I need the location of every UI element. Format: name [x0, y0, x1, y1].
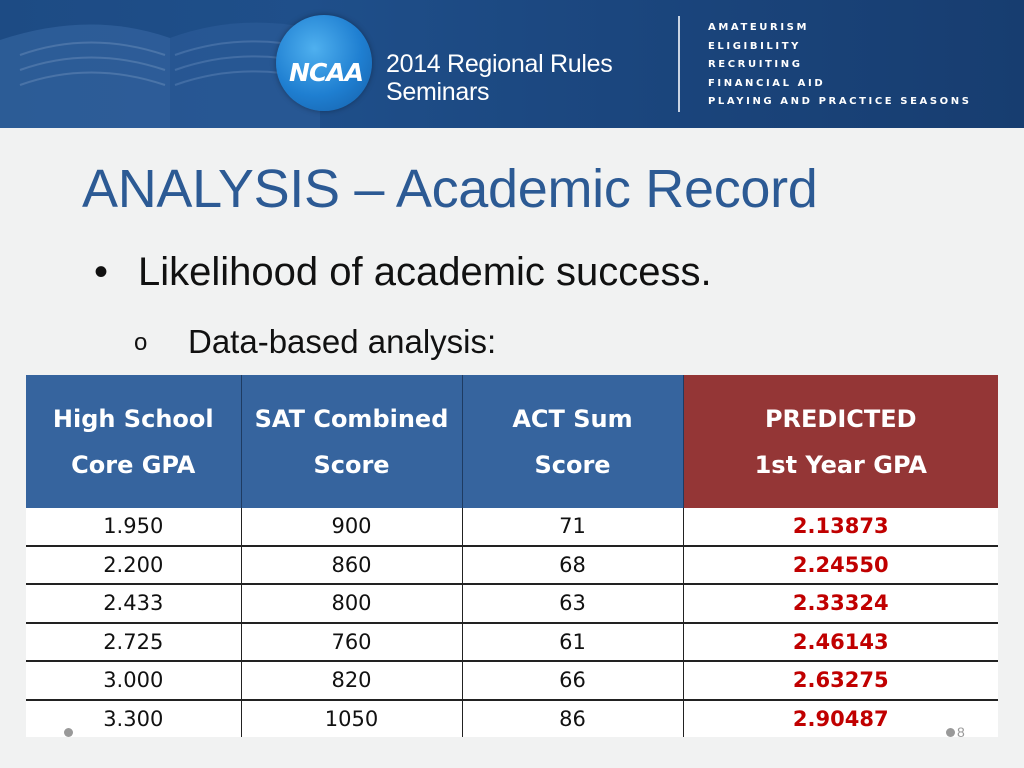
topic-list: AMATEURISM ELIGIBILITY RECRUITING FINANC… — [708, 19, 972, 112]
act-cell: 68 — [462, 545, 684, 585]
predicted-gpa-cell: 2.24550 — [683, 545, 998, 585]
sat-cell: 820 — [241, 661, 463, 701]
core-gpa-cell: 3.300 — [26, 699, 242, 737]
table-row: 2.725 760 61 2.46143 — [26, 622, 998, 662]
core-gpa-cell: 2.200 — [26, 545, 242, 585]
open-book-image — [0, 22, 320, 128]
ncaa-logo-disc — [276, 15, 372, 111]
footer-dot — [64, 728, 73, 737]
act-cell: 63 — [462, 584, 684, 624]
core-gpa-cell: 1.950 — [26, 508, 242, 547]
core-gpa-cell: 2.725 — [26, 622, 242, 662]
core-gpa-cell: 3.000 — [26, 661, 242, 701]
header-act-score: ACT Sum Score — [462, 375, 684, 508]
core-gpa-cell: 2.433 — [26, 584, 242, 624]
sat-cell: 1050 — [241, 699, 463, 737]
predicted-gpa-cell: 2.13873 — [683, 508, 998, 547]
seminar-title-line1: 2014 Regional Rules — [386, 50, 613, 78]
sat-cell: 860 — [241, 545, 463, 585]
predicted-gpa-cell: 2.33324 — [683, 584, 998, 624]
slide-title: ANALYSIS – Academic Record — [82, 159, 818, 219]
bullet-marker: • — [94, 250, 109, 294]
gpa-prediction-table: High School Core GPA SAT Combined Score … — [26, 375, 998, 737]
seminar-title: 2014 Regional Rules Seminars — [386, 50, 613, 106]
table-row: 3.000 820 66 2.63275 — [26, 661, 998, 701]
topic-item: PLAYING AND PRACTICE SEASONS — [708, 96, 972, 108]
table-row: 2.200 860 68 2.24550 — [26, 545, 998, 585]
sat-cell: 760 — [241, 622, 463, 662]
header-sat-score: SAT Combined Score — [241, 375, 463, 508]
sat-cell: 800 — [241, 584, 463, 624]
topic-item: AMATEURISM — [708, 22, 809, 33]
seminar-title-line2: Seminars — [386, 78, 490, 106]
ncaa-logo: NCAA — [289, 58, 364, 87]
sub-bullet-marker: o — [134, 329, 148, 356]
table-header-row: High School Core GPA SAT Combined Score … — [26, 375, 998, 508]
predicted-gpa-cell: 2.46143 — [683, 622, 998, 662]
topic-item: FINANCIAL AID — [708, 77, 826, 89]
act-cell: 66 — [462, 661, 684, 701]
banner-divider — [678, 16, 680, 112]
footer-dot — [946, 728, 955, 737]
topic-item: RECRUITING — [708, 59, 803, 71]
sat-cell: 900 — [241, 508, 463, 547]
act-cell: 71 — [462, 508, 684, 547]
act-cell: 61 — [462, 622, 684, 662]
table-row: 2.433 800 63 2.33324 — [26, 584, 998, 624]
header-core-gpa: High School Core GPA — [26, 375, 242, 508]
act-cell: 86 — [462, 699, 684, 737]
topic-item: ELIGIBILITY — [708, 40, 801, 52]
predicted-gpa-cell: 2.90487 — [683, 699, 998, 737]
sub-bullet-text: Data-based analysis: — [188, 323, 497, 360]
slide-number: 8 — [957, 724, 965, 740]
table-row: 1.950 900 71 2.13873 — [26, 508, 998, 547]
table-row: 3.300 1050 86 2.90487 — [26, 699, 998, 737]
bullet-text: Likelihood of academic success. — [138, 250, 712, 294]
header-banner: NCAA 2014 Regional Rules Seminars AMATEU… — [0, 0, 1024, 128]
predicted-gpa-cell: 2.63275 — [683, 661, 998, 701]
header-predicted-gpa: PREDICTED 1st Year GPA — [683, 375, 998, 508]
